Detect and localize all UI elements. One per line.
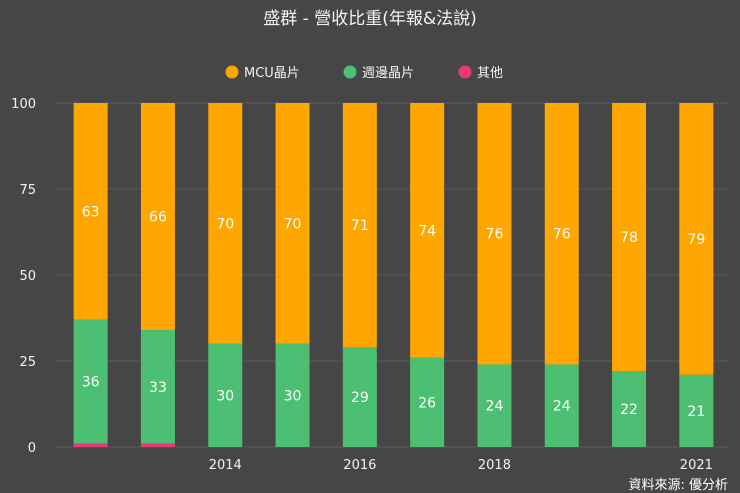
data-label: 30	[216, 388, 234, 404]
bar-segment	[342, 103, 377, 348]
data-label: 63	[82, 204, 100, 220]
x-axis: 2014 2016 2018 2021	[209, 458, 713, 473]
legend-label: 週邊晶片	[362, 66, 414, 81]
bar-segment	[612, 371, 647, 447]
legend: MCU晶片 週邊晶片 其他	[225, 65, 503, 81]
data-label: 24	[553, 399, 571, 415]
source-note: 資料來源: 優分析	[628, 478, 728, 493]
data-label: 76	[553, 227, 571, 243]
data-label: 76	[486, 227, 504, 243]
data-label: 79	[687, 232, 705, 248]
bar-segment	[140, 443, 175, 447]
bar-segment	[612, 103, 647, 372]
x-tick-label: 2018	[478, 458, 511, 473]
bar-segment	[208, 103, 243, 344]
legend-marker	[343, 65, 357, 79]
bar-segment	[342, 347, 377, 447]
bar-segment	[679, 374, 714, 447]
bar-segment	[679, 103, 714, 375]
bar-segment	[477, 364, 512, 447]
data-label: 30	[284, 388, 302, 404]
bar-segment	[410, 357, 445, 447]
data-label: 74	[418, 223, 436, 239]
y-axis: 0 25 50 75 100	[11, 97, 36, 456]
x-tick-label: 2014	[209, 458, 242, 473]
x-tick-label: 2016	[343, 458, 376, 473]
data-label: 70	[216, 216, 234, 232]
bar-segment	[73, 319, 108, 444]
data-label: 70	[284, 216, 302, 232]
data-label: 21	[687, 404, 705, 420]
bars: 1366313366307030702971267424762476227821…	[73, 103, 714, 447]
bar-segment	[275, 343, 310, 447]
bar-segment	[477, 103, 512, 365]
bar-segment	[544, 103, 579, 365]
y-tick-label: 100	[11, 97, 36, 112]
legend-label: MCU晶片	[244, 66, 300, 81]
data-label: 24	[486, 399, 504, 415]
y-tick-label: 0	[28, 441, 36, 456]
legend-marker	[458, 65, 472, 79]
data-label: 33	[149, 380, 167, 396]
x-tick-label: 2021	[680, 458, 713, 473]
data-label: 26	[418, 395, 436, 411]
y-tick-label: 75	[19, 183, 36, 198]
data-label: 78	[620, 230, 638, 246]
legend-label: 其他	[477, 66, 503, 81]
bar-segment	[208, 343, 243, 447]
data-label: 71	[351, 218, 369, 234]
data-label: 29	[351, 390, 369, 406]
bar-segment	[140, 103, 175, 331]
bar-segment	[275, 103, 310, 344]
chart-title: 盛群 - 營收比重(年報&法說)	[263, 9, 476, 29]
data-label: 36	[82, 375, 100, 391]
bar-segment	[73, 443, 108, 447]
bar-segment	[544, 364, 579, 447]
y-tick-label: 50	[19, 269, 36, 284]
bar-segment	[410, 103, 445, 358]
bar-segment	[140, 330, 175, 444]
legend-marker	[225, 65, 239, 79]
data-label: 66	[149, 210, 167, 226]
bar-segment	[73, 103, 108, 320]
y-tick-label: 25	[19, 355, 36, 370]
data-label: 22	[620, 402, 638, 418]
